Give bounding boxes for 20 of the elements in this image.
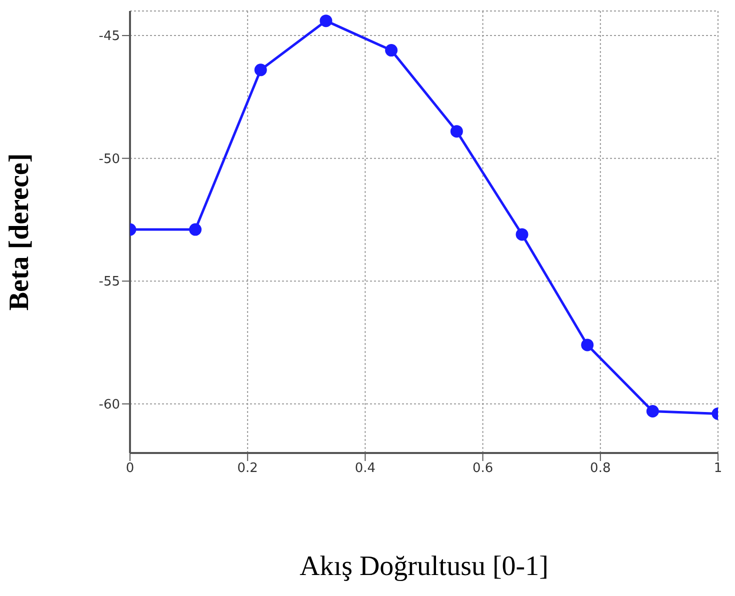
x-tick-label: 0: [126, 461, 134, 476]
point: [385, 44, 398, 57]
y-axis-title: Beta [derece]: [4, 153, 35, 311]
y-tick-label: -55: [98, 274, 120, 290]
x-tick-label: 1: [714, 461, 722, 476]
x-tick-label: 0.4: [354, 461, 376, 476]
x-axis-title: Akış Doğrultusu [0-1]: [300, 551, 548, 582]
point: [450, 125, 463, 138]
point: [646, 405, 659, 418]
point: [516, 228, 528, 241]
y-tick-label: -60: [98, 398, 120, 413]
point: [581, 338, 594, 352]
point: [254, 64, 267, 76]
x-tick-label: 0.6: [472, 461, 494, 476]
point: [320, 14, 332, 28]
y-tick-label: -45: [98, 29, 120, 44]
point: [189, 223, 202, 236]
x-tick-label: 0.8: [590, 461, 611, 476]
y-tick-label: -50: [98, 152, 120, 167]
x-tick-label: 0.2: [237, 461, 258, 476]
